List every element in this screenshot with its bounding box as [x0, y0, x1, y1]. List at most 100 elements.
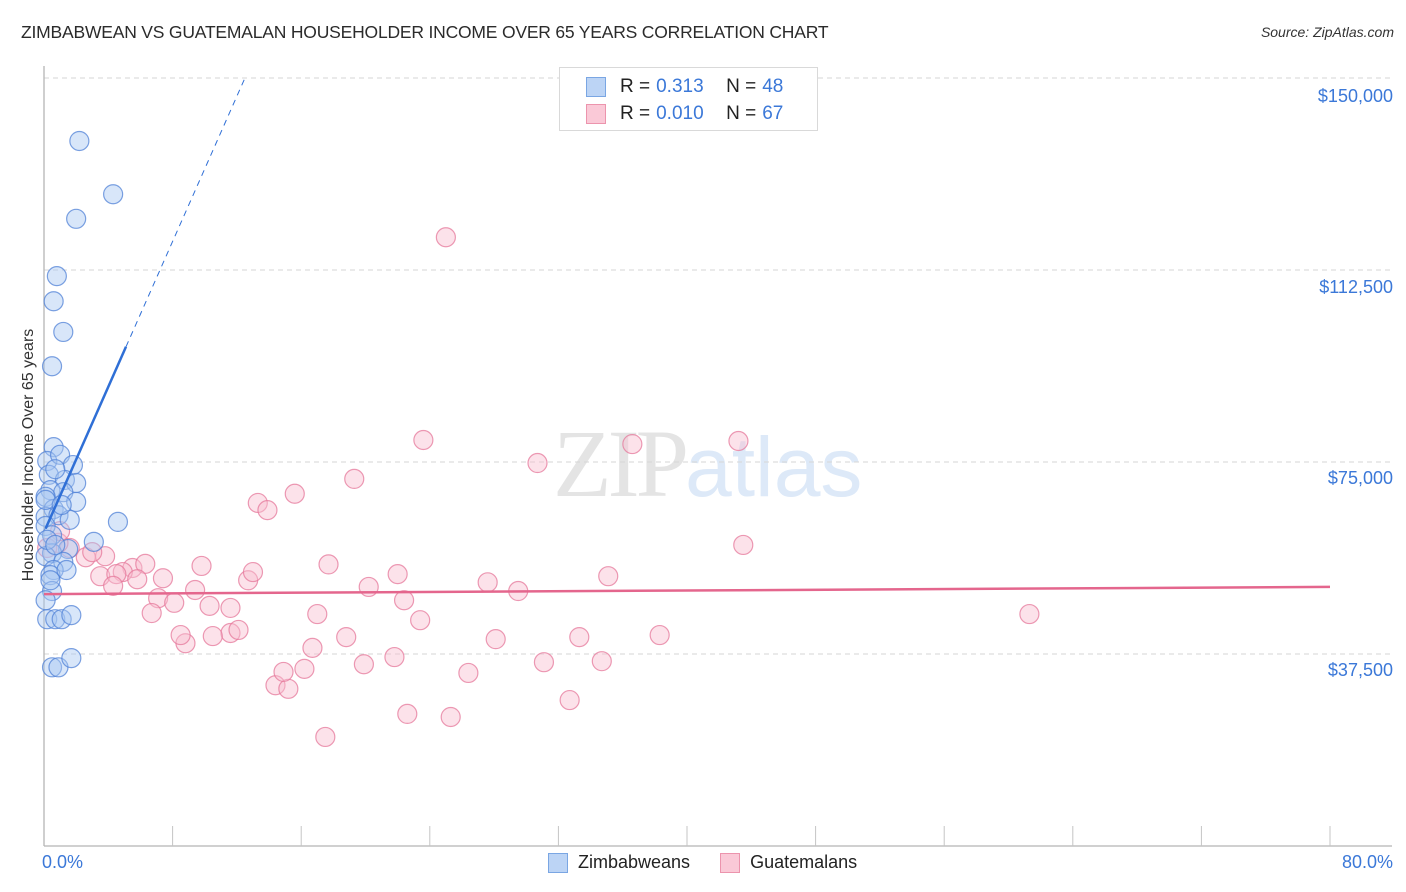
source-label: Source: ZipAtlas.com [1260, 24, 1394, 40]
n-value: 48 [762, 76, 784, 97]
data-point [410, 610, 431, 631]
data-point [569, 627, 590, 648]
y-axis-label: Householder Income Over 65 years [20, 328, 37, 582]
data-point [728, 430, 749, 452]
y-tick-75000: $75,000 [1327, 468, 1393, 488]
data-point [649, 624, 670, 646]
data-point [242, 561, 264, 583]
y-tick-150000: $150,000 [1317, 86, 1393, 106]
data-point [58, 538, 79, 560]
y-tick-112500: $112,500 [1319, 277, 1393, 297]
legend-row-guatemalans: R = 0.010 N = 67 [586, 102, 783, 126]
zimbabweans-trend-line [44, 346, 128, 530]
data-point [733, 534, 754, 556]
data-point [358, 576, 379, 598]
n-label: N = [726, 103, 757, 124]
data-point [387, 564, 408, 585]
data-point [202, 625, 223, 647]
data-point [315, 726, 336, 748]
data-point [35, 489, 56, 510]
watermark: ZIPatlas [553, 408, 862, 519]
legend-row-zimbabweans: R = 0.313 N = 48 [586, 75, 783, 99]
data-point [61, 604, 82, 626]
data-point [35, 590, 56, 611]
zimbabweans-points [35, 130, 129, 678]
guatemalans-points [37, 227, 1040, 748]
data-point [82, 542, 103, 563]
data-point [273, 661, 294, 683]
x-tick-min: 0.0% [42, 852, 84, 872]
data-point [199, 595, 220, 616]
series-legend: Zimbabweans Guatemalans [548, 852, 887, 873]
data-point [61, 647, 82, 669]
data-point [440, 706, 461, 728]
data-point [45, 459, 66, 480]
legend-item-guatemalans[interactable]: Guatemalans [720, 852, 857, 873]
data-point [559, 689, 580, 711]
data-point [598, 566, 619, 587]
data-point [40, 570, 61, 591]
data-point [94, 546, 116, 567]
data-point [622, 433, 643, 455]
r-value: 0.313 [656, 76, 704, 97]
data-point [257, 500, 278, 521]
zimbabweans-swatch [586, 77, 606, 97]
chart-title: ZIMBABWEAN VS GUATEMALAN HOUSEHOLDER INC… [21, 22, 829, 42]
data-point [307, 603, 328, 625]
data-point [46, 266, 67, 287]
data-point [228, 619, 249, 641]
data-point [220, 597, 241, 619]
stats-legend: R = 0.313 N = 48 R = 0.010 N = 67 [559, 67, 818, 131]
r-label: R = [620, 76, 651, 97]
data-point [318, 554, 339, 575]
r-label: R = [620, 103, 651, 124]
data-point [413, 429, 434, 451]
data-point [41, 657, 63, 678]
data-point [435, 227, 456, 248]
data-point [393, 590, 415, 611]
x-tick-max: 80.0% [1341, 852, 1393, 872]
data-point [141, 602, 162, 624]
data-point [384, 646, 405, 668]
data-point [41, 356, 63, 377]
data-point [83, 531, 104, 552]
data-point [152, 568, 174, 589]
y-tick-37500: $37,500 [1327, 660, 1393, 680]
data-point [191, 555, 212, 577]
data-point [40, 565, 61, 586]
data-point [170, 624, 191, 646]
data-point [127, 569, 148, 590]
data-point [103, 184, 124, 205]
guatemalans-swatch [720, 852, 741, 873]
data-point [302, 637, 323, 658]
data-point [294, 658, 315, 679]
data-point [56, 559, 77, 581]
data-point [45, 609, 66, 630]
data-point [66, 208, 87, 229]
n-label: N = [726, 76, 757, 97]
data-point [106, 564, 127, 585]
data-point [353, 654, 374, 675]
data-point [220, 622, 241, 644]
data-point [164, 592, 185, 613]
data-point [477, 572, 498, 593]
data-point [591, 651, 612, 672]
data-point [336, 627, 357, 648]
legend-item-zimbabweans[interactable]: Zimbabweans [548, 852, 690, 873]
data-point [278, 678, 299, 699]
guatemalans-trend-line [43, 585, 1331, 596]
data-point [103, 575, 124, 597]
trend-lines [43, 77, 1331, 596]
data-point [527, 452, 548, 474]
data-point [43, 291, 64, 312]
data-point [485, 629, 506, 650]
data-point [397, 703, 418, 725]
guatemalans-swatch [586, 104, 606, 124]
watermark-zip: ZIP [553, 410, 689, 517]
data-point [107, 511, 129, 533]
r-value: 0.010 [656, 103, 704, 124]
data-point [53, 321, 74, 343]
data-point [69, 130, 90, 152]
zimbabweans-trend-extension [125, 77, 246, 348]
